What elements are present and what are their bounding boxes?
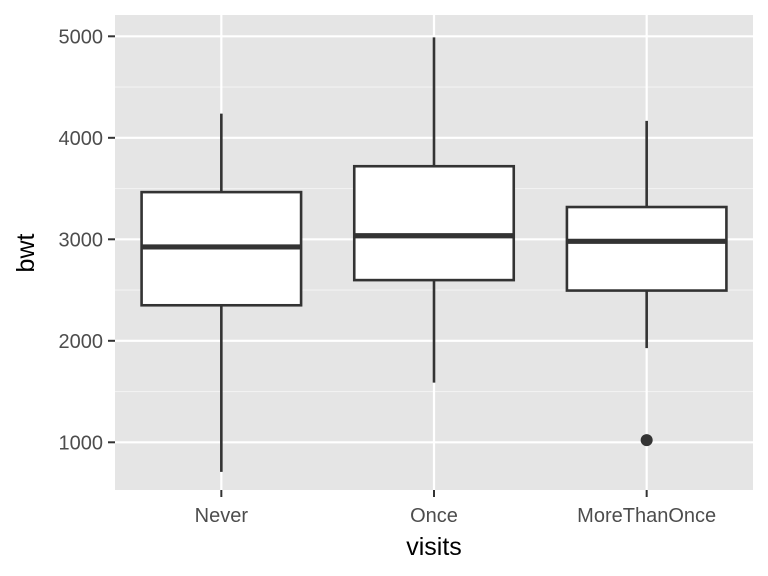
y-tick-label: 3000 [59,229,104,251]
y-tick-label: 1000 [59,432,104,454]
x-tick-label: Never [195,505,249,527]
interquartile-box [565,205,728,292]
x-tick-label: MoreThanOnce [577,505,716,527]
outlier-point [640,434,653,447]
box-Never [140,113,303,472]
y-tick-label: 2000 [59,331,104,353]
x-axis-title: visits [406,533,462,561]
box-series [140,37,728,472]
y-axis: 1000 2000 3000 4000 5000 [59,26,115,454]
x-tick-label: Once [410,505,458,527]
box-Once [352,37,516,383]
y-tick-label: 4000 [59,128,104,150]
y-axis-title: bwt [12,233,40,272]
x-axis: Never Once MoreThanOnce [195,490,716,527]
box-MoreThanOnce [565,120,728,447]
y-tick-label: 5000 [59,26,104,48]
interquartile-box [352,164,516,282]
